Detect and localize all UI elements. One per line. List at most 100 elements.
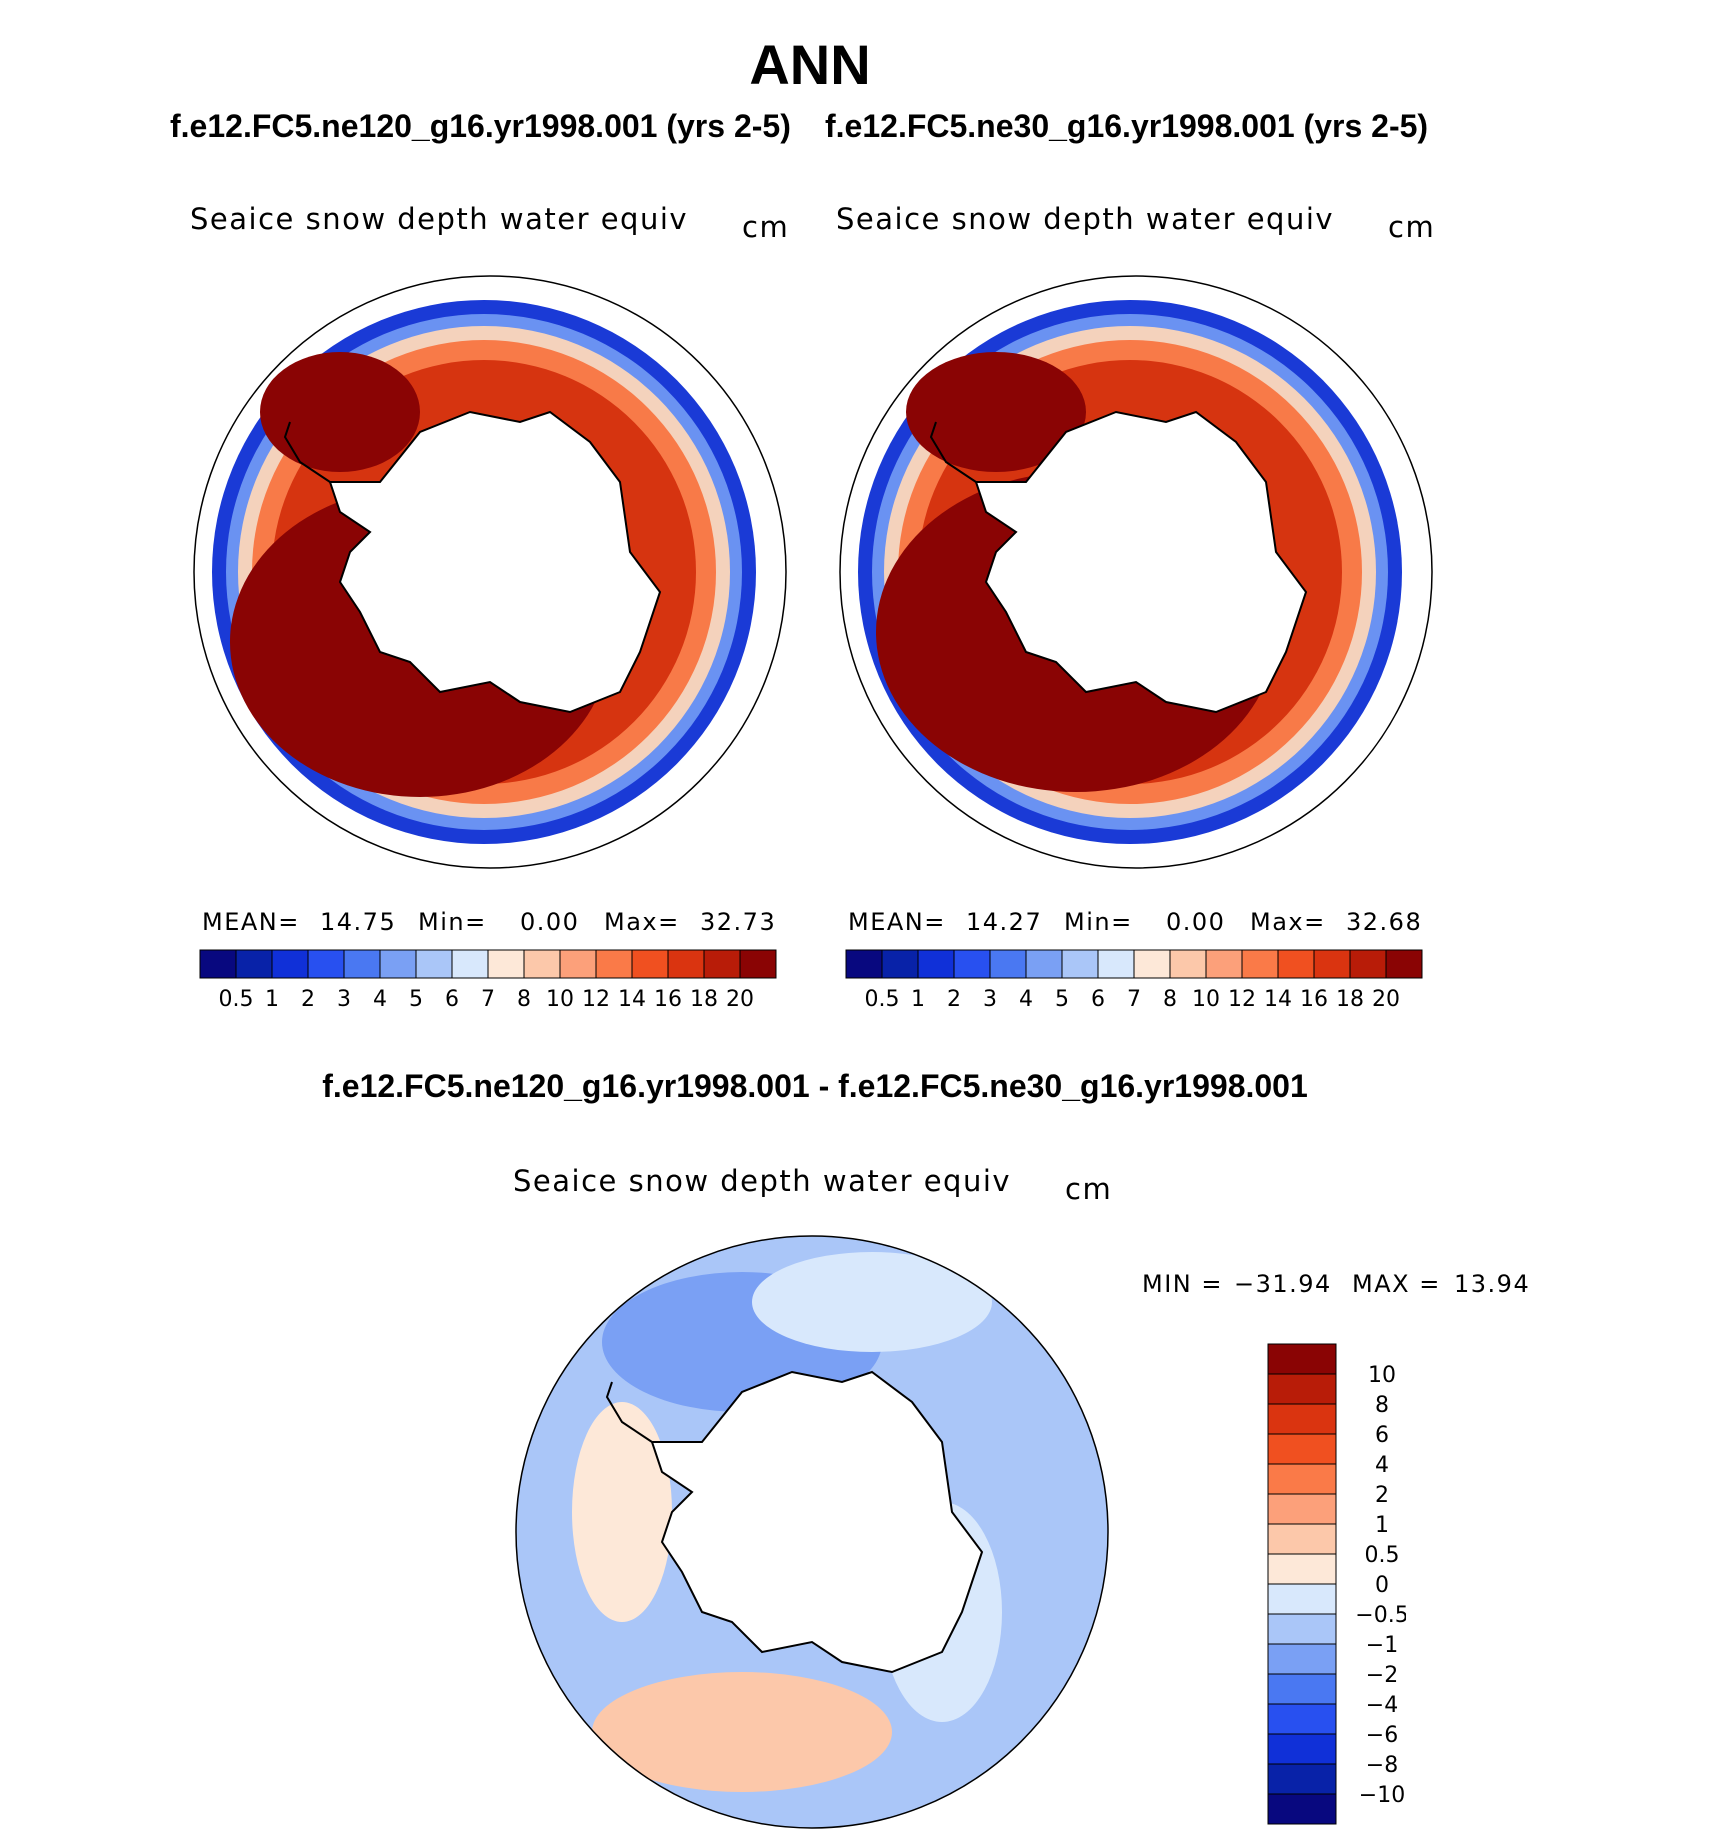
colorbar-tick-label: −8 xyxy=(1366,1753,1398,1778)
colorbar-panel2: 0.5 1 2 3 4 5 6 7 8 10 12 14 16 18 20 xyxy=(845,949,1423,1012)
colorbar-box xyxy=(559,949,597,979)
colorbar-box xyxy=(1267,1403,1337,1435)
colorbar-tick-label: 8 xyxy=(1375,1393,1389,1418)
colorbar-tick-label: 3 xyxy=(983,987,997,1012)
colorbar-box xyxy=(1313,949,1351,979)
colorbar-tick-label: 20 xyxy=(1372,987,1400,1012)
map-boundary xyxy=(515,1235,1109,1829)
colorbar-tick-label: 8 xyxy=(1163,987,1177,1012)
diff-max-value: 13.94 xyxy=(1454,1270,1531,1298)
colorbar-box xyxy=(989,949,1027,979)
antarctic-peninsula xyxy=(929,421,977,483)
panel1-max-label: Max= xyxy=(604,908,680,936)
colorbar-box xyxy=(1267,1373,1337,1405)
panel1-min-label: Min= xyxy=(418,908,487,936)
colorbar-box xyxy=(235,949,273,979)
panel2-mean-label: MEAN= xyxy=(848,908,946,936)
colorbar-box xyxy=(1205,949,1243,979)
map-boundary xyxy=(193,275,787,869)
colorbar-tick-label: −2 xyxy=(1366,1663,1398,1688)
colorbar-tick-label: −1 xyxy=(1366,1633,1398,1658)
colorbar-tick-label: 7 xyxy=(481,987,495,1012)
colorbar-tick-label: 14 xyxy=(618,987,646,1012)
colorbar-tick-label: 1 xyxy=(911,987,925,1012)
panel2-max-value: 32.68 xyxy=(1346,908,1423,936)
panel1-min-value: 0.00 xyxy=(520,908,580,936)
colorbar-box xyxy=(1349,949,1387,979)
colorbar-box xyxy=(631,949,669,979)
antarctica-landmass xyxy=(328,410,662,714)
colorbar-box xyxy=(1267,1433,1337,1465)
colorbar-tick-label: 1 xyxy=(265,987,279,1012)
colorbar-tick-label: −6 xyxy=(1366,1723,1398,1748)
colorbar-tick-label: 18 xyxy=(1336,987,1364,1012)
colorbar-tick-label: 4 xyxy=(1375,1453,1389,1478)
colorbar-box xyxy=(487,949,525,979)
diff-units-label: cm xyxy=(1065,1172,1113,1206)
colorbar-box xyxy=(1267,1583,1337,1615)
colorbar-tick-label: 7 xyxy=(1127,987,1141,1012)
colorbar-box xyxy=(953,949,991,979)
diff-positive-region xyxy=(592,1672,892,1792)
antarctica-landmass xyxy=(974,410,1308,714)
colorbar-box xyxy=(1267,1553,1337,1585)
colorbar-box xyxy=(343,949,381,979)
colorbar-tick-label: 12 xyxy=(582,987,610,1012)
colorbar-tick-label: 5 xyxy=(409,987,423,1012)
colorbar-box xyxy=(703,949,741,979)
colorbar-tick-label: 0 xyxy=(1375,1573,1389,1598)
panel1-mean-label: MEAN= xyxy=(202,908,300,936)
panel1-max-value: 32.73 xyxy=(700,908,777,936)
map-ne120 xyxy=(193,275,787,869)
colorbar-tick-label: 12 xyxy=(1228,987,1256,1012)
colorbar-tick-label: −0.5 xyxy=(1355,1603,1406,1628)
map-boundary xyxy=(839,275,1433,869)
colorbar-tick-label: −4 xyxy=(1366,1693,1398,1718)
colorbar-tick-label: 10 xyxy=(1368,1363,1396,1388)
colorbar-box xyxy=(271,949,309,979)
panel2-variable-label: Seaice snow depth water equiv xyxy=(836,202,1335,236)
colorbar-box xyxy=(523,949,561,979)
colorbar-box xyxy=(1267,1763,1337,1795)
colorbar-box xyxy=(1025,949,1063,979)
sea-ice-max-region-weddell xyxy=(906,352,1086,472)
map-ne30 xyxy=(839,275,1433,869)
colorbar-tick-label: 6 xyxy=(1375,1423,1389,1448)
colorbar-tick-label: 14 xyxy=(1264,987,1292,1012)
antarctic-peninsula xyxy=(605,1381,653,1443)
map-difference xyxy=(515,1235,1109,1829)
colorbar-box xyxy=(917,949,955,979)
diff-slight-positive-region xyxy=(572,1402,672,1622)
colorbar-box xyxy=(845,949,883,979)
colorbar-tick-label: 2 xyxy=(1375,1483,1389,1508)
colorbar-tick-label: 6 xyxy=(1091,987,1105,1012)
diff-title: f.e12.FC5.ne120_g16.yr1998.001 - f.e12.F… xyxy=(322,1068,1308,1104)
panel2-max-label: Max= xyxy=(1250,908,1326,936)
antarctica-landmass xyxy=(650,1370,984,1674)
colorbar-tick-label: 16 xyxy=(1300,987,1328,1012)
colorbar-tick-label: 18 xyxy=(690,987,718,1012)
colorbar-tick-label: 10 xyxy=(1192,987,1220,1012)
colorbar-tick-label: 3 xyxy=(337,987,351,1012)
colorbar-box xyxy=(1061,949,1099,979)
colorbar-tick-label: 4 xyxy=(1019,987,1033,1012)
colorbar-box xyxy=(739,949,777,979)
colorbar-box xyxy=(1267,1673,1337,1705)
case2-title: f.e12.FC5.ne30_g16.yr1998.001 (yrs 2-5) xyxy=(825,108,1429,144)
colorbar-box xyxy=(199,949,237,979)
colorbar-tick-label: 2 xyxy=(947,987,961,1012)
colorbar-box xyxy=(1267,1793,1337,1825)
colorbar-box xyxy=(1277,949,1315,979)
colorbar-tick-label: 1 xyxy=(1375,1513,1389,1538)
colorbar-box xyxy=(1241,949,1279,979)
colorbar-box xyxy=(595,949,633,979)
case1-title: f.e12.FC5.ne120_g16.yr1998.001 (yrs 2-5) xyxy=(170,108,791,144)
colorbar-box xyxy=(1267,1643,1337,1675)
colorbar-box xyxy=(667,949,705,979)
colorbar-box xyxy=(881,949,919,979)
panel1-variable-label: Seaice snow depth water equiv xyxy=(190,202,689,236)
colorbar-tick-label: 2 xyxy=(301,987,315,1012)
panel2-min-label: Min= xyxy=(1064,908,1133,936)
colorbar-box xyxy=(1133,949,1171,979)
colorbar-box xyxy=(307,949,345,979)
